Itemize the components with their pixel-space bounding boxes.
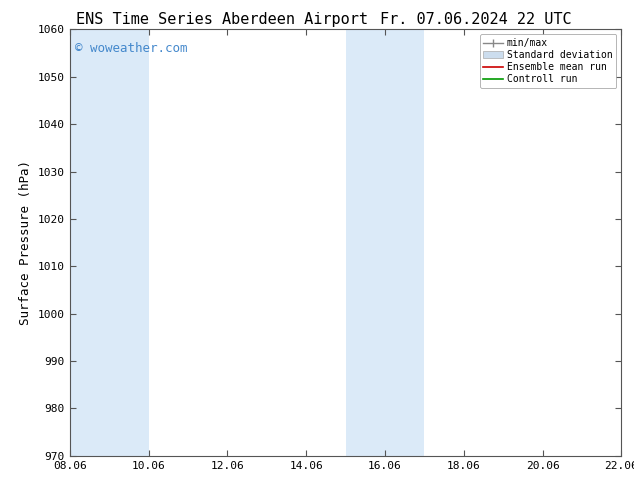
Text: © woweather.com: © woweather.com [75,42,188,55]
Bar [621,29,634,456]
Bar [385,29,424,456]
Text: ENS Time Series Aberdeen Airport: ENS Time Series Aberdeen Airport [76,12,368,27]
Text: Fr. 07.06.2024 22 UTC: Fr. 07.06.2024 22 UTC [380,12,571,27]
Legend: min/max, Standard deviation, Ensemble mean run, Controll run: min/max, Standard deviation, Ensemble me… [479,34,616,88]
Y-axis label: Surface Pressure (hPa): Surface Pressure (hPa) [19,160,32,325]
Bar [346,29,385,456]
Bar [109,29,148,456]
Bar [70,29,109,456]
